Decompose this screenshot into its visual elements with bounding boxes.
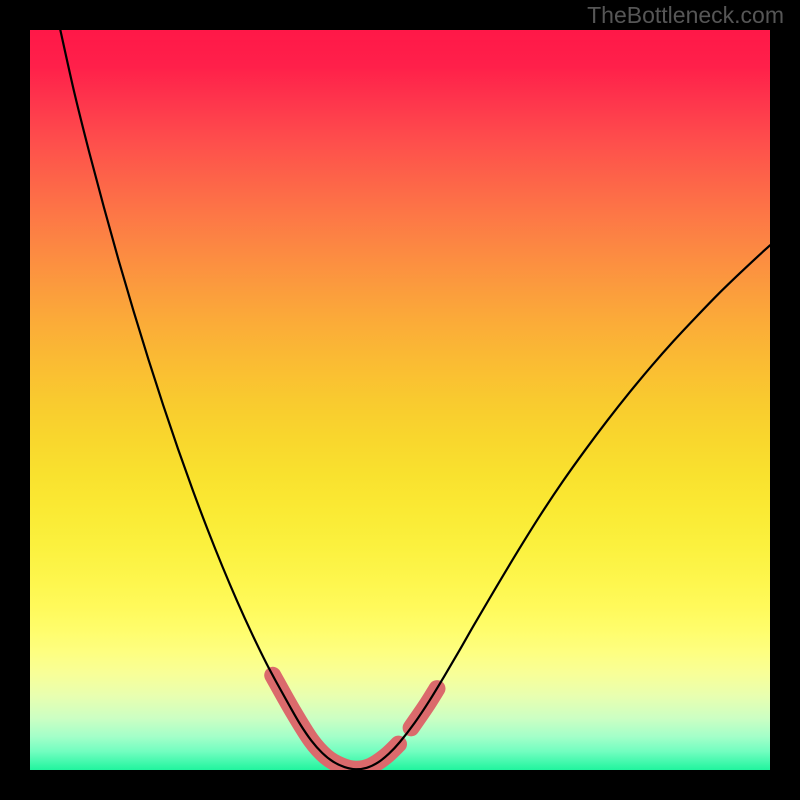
chart-stage: TheBottleneck.com — [0, 0, 800, 800]
watermark-text: TheBottleneck.com — [587, 2, 784, 29]
plot-background — [30, 30, 770, 770]
chart-svg — [0, 0, 800, 800]
